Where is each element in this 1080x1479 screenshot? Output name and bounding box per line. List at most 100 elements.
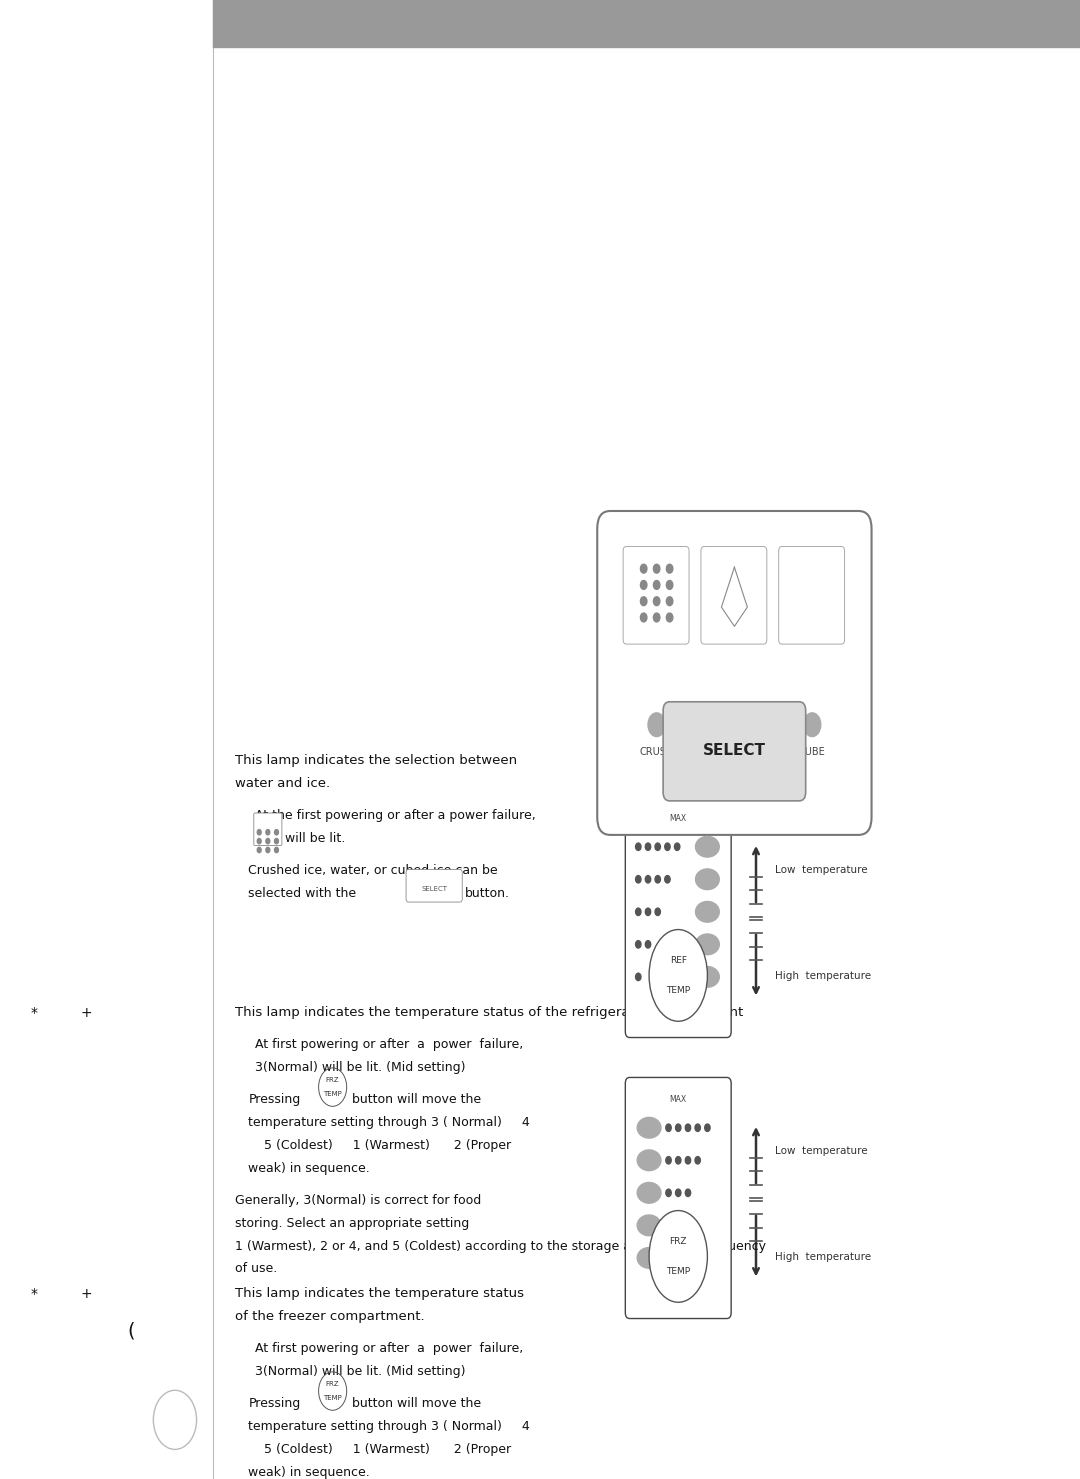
Circle shape (665, 1189, 672, 1197)
Text: of the freezer compartment.: of the freezer compartment. (235, 1310, 426, 1322)
FancyBboxPatch shape (623, 547, 689, 645)
Circle shape (676, 1189, 681, 1197)
Text: SELECT: SELECT (703, 742, 766, 759)
Text: MAX: MAX (670, 1094, 687, 1105)
Circle shape (665, 1222, 672, 1229)
Text: This lamp indicates the selection between: This lamp indicates the selection betwee… (235, 754, 517, 768)
Text: MIN: MIN (671, 991, 686, 1001)
FancyBboxPatch shape (597, 512, 872, 836)
Circle shape (676, 1157, 681, 1164)
Text: +: + (81, 1287, 93, 1300)
Text: 3(Normal) will be lit. (Mid setting): 3(Normal) will be lit. (Mid setting) (255, 1060, 465, 1074)
Text: button will move the: button will move the (352, 1396, 482, 1409)
Circle shape (654, 908, 661, 916)
FancyBboxPatch shape (406, 870, 462, 902)
Circle shape (653, 581, 660, 590)
Circle shape (666, 581, 673, 590)
Text: MIN: MIN (671, 1272, 686, 1282)
Ellipse shape (696, 935, 719, 955)
Text: Crushed ice, water, or cubed ice can be: Crushed ice, water, or cubed ice can be (248, 864, 498, 877)
Circle shape (646, 843, 650, 850)
Text: button.: button. (464, 887, 510, 901)
FancyBboxPatch shape (701, 547, 767, 645)
FancyBboxPatch shape (625, 796, 731, 1038)
Circle shape (665, 1124, 672, 1131)
Text: REF: REF (670, 955, 687, 966)
Circle shape (266, 847, 270, 852)
Ellipse shape (637, 1118, 661, 1139)
Text: MAX: MAX (670, 813, 687, 824)
Circle shape (665, 1254, 672, 1262)
Circle shape (665, 1157, 672, 1164)
Text: 5 (Coldest)     1 (Warmest)      2 (Proper: 5 (Coldest) 1 (Warmest) 2 (Proper (248, 1139, 512, 1152)
Ellipse shape (696, 836, 719, 856)
Text: TEMP: TEMP (323, 1395, 342, 1402)
Ellipse shape (637, 1216, 661, 1236)
Text: Low  temperature: Low temperature (775, 865, 868, 874)
Text: TEMP: TEMP (323, 1092, 342, 1097)
Circle shape (676, 1222, 681, 1229)
Circle shape (664, 843, 670, 850)
Text: FRZ: FRZ (326, 1380, 339, 1387)
Circle shape (635, 973, 642, 981)
Circle shape (266, 839, 270, 843)
Ellipse shape (696, 967, 719, 988)
Text: 3(Normal) will be lit. (Mid setting): 3(Normal) will be lit. (Mid setting) (255, 1365, 465, 1377)
Circle shape (686, 1124, 691, 1131)
Circle shape (653, 596, 660, 606)
Circle shape (648, 713, 665, 737)
Text: High  temperature: High temperature (775, 1253, 872, 1262)
FancyBboxPatch shape (779, 547, 845, 645)
Circle shape (686, 1157, 691, 1164)
Circle shape (664, 876, 670, 883)
Ellipse shape (649, 930, 707, 1021)
Ellipse shape (696, 868, 719, 889)
Text: High  temperature: High temperature (775, 972, 872, 981)
Circle shape (257, 847, 261, 852)
Text: selected with the: selected with the (248, 887, 356, 901)
Text: TEMP: TEMP (666, 1266, 690, 1276)
Circle shape (666, 614, 673, 623)
Circle shape (274, 830, 279, 834)
Circle shape (666, 565, 673, 574)
Text: will be lit.: will be lit. (285, 833, 346, 845)
Circle shape (704, 1124, 711, 1131)
Text: +: + (81, 1006, 93, 1019)
FancyBboxPatch shape (254, 813, 282, 846)
Circle shape (646, 908, 650, 916)
Circle shape (257, 830, 261, 834)
Circle shape (274, 839, 279, 843)
Text: TEMP: TEMP (666, 985, 690, 995)
Circle shape (640, 565, 647, 574)
FancyBboxPatch shape (625, 1077, 731, 1319)
Text: This lamp indicates the temperature status of the refrigerator compartment: This lamp indicates the temperature stat… (235, 1006, 744, 1019)
Text: temperature setting through 3 ( Normal)     4: temperature setting through 3 ( Normal) … (248, 1420, 530, 1433)
Text: WATER: WATER (717, 747, 752, 757)
Text: Pressing: Pressing (248, 1093, 300, 1106)
Text: At first powering or after  a  power  failure,: At first powering or after a power failu… (255, 1341, 523, 1355)
Text: *: * (30, 1287, 37, 1300)
Circle shape (640, 596, 647, 606)
Circle shape (257, 839, 261, 843)
Text: At the first powering or after a power failure,: At the first powering or after a power f… (255, 809, 536, 822)
Circle shape (635, 843, 642, 850)
Circle shape (674, 843, 680, 850)
Text: temperature setting through 3 ( Normal)     4: temperature setting through 3 ( Normal) … (248, 1115, 530, 1128)
Circle shape (640, 581, 647, 590)
Circle shape (640, 614, 647, 623)
Circle shape (274, 847, 279, 852)
Circle shape (666, 596, 673, 606)
Ellipse shape (696, 901, 719, 923)
Text: button will move the: button will move the (352, 1093, 482, 1106)
Circle shape (726, 713, 743, 737)
Circle shape (653, 614, 660, 623)
Circle shape (653, 565, 660, 574)
Circle shape (646, 876, 650, 883)
Ellipse shape (637, 1183, 661, 1204)
Text: FRZ: FRZ (326, 1077, 339, 1083)
Ellipse shape (637, 1248, 661, 1269)
Text: At first powering or after  a  power  failure,: At first powering or after a power failu… (255, 1038, 523, 1050)
Text: Low  temperature: Low temperature (775, 1146, 868, 1155)
Text: 1 (Warmest), 2 or 4, and 5 (Coldest) according to the storage amount and frequen: 1 (Warmest), 2 or 4, and 5 (Coldest) acc… (235, 1239, 767, 1253)
Text: CRUSH: CRUSH (639, 747, 674, 757)
